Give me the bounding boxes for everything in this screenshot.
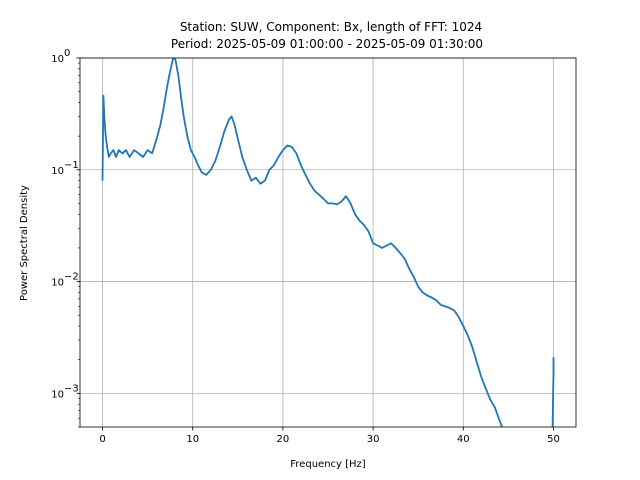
x-tick-label: 10: [186, 434, 199, 445]
y-tick-label: 10: [51, 278, 64, 289]
plot-frame: [79, 57, 577, 428]
y-tick-label: 10: [51, 389, 64, 400]
data-lines: [101, 58, 555, 427]
x-axis-label: Frequency [Hz]: [290, 459, 366, 470]
chart-title-line2: Period: 2025-05-09 01:00:00 - 2025-05-09…: [171, 37, 483, 51]
y-tick-label: 10: [51, 54, 64, 65]
y-tick-label: 10: [51, 166, 64, 177]
x-tick-label: 50: [547, 434, 560, 445]
y-axis-label: Power Spectral Density: [19, 185, 30, 301]
psd-series-line: [551, 357, 555, 427]
x-tick-label: 20: [277, 434, 290, 445]
y-tick-exponent: −3: [64, 383, 79, 394]
x-tick-label: 30: [367, 434, 380, 445]
x-tick-label: 40: [457, 434, 470, 445]
y-tick-exponent: −2: [64, 272, 79, 283]
y-tick-exponent: −1: [64, 160, 79, 171]
x-axis-ticks: 0 10 20 30 40 50: [99, 427, 560, 445]
psd-series-line: [101, 58, 503, 427]
grid-lines: [80, 57, 576, 427]
y-tick-exponent: 0: [64, 48, 70, 59]
chart-title-line1: Station: SUW, Component: Bx, length of F…: [180, 20, 482, 34]
x-tick-label: 0: [99, 434, 105, 445]
